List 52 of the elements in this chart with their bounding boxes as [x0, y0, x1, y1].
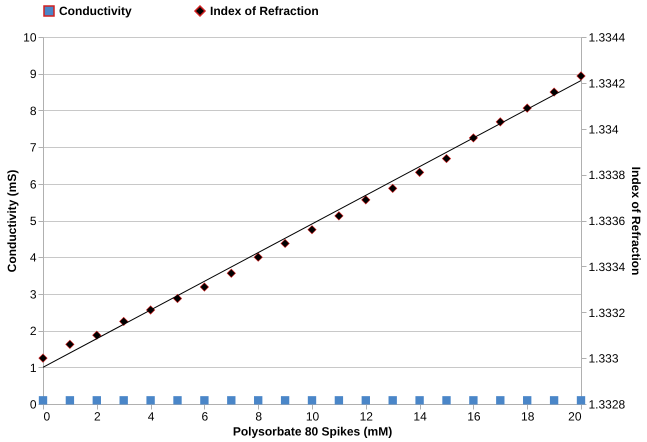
- y-tick-label: 10: [23, 30, 37, 44]
- y-tick-label: 4: [30, 250, 37, 265]
- legend-label: Index of Refraction: [210, 4, 319, 18]
- y-axis-title: Conductivity (mS): [5, 170, 20, 272]
- point: [576, 72, 586, 80]
- x-tick-label: 6: [202, 410, 209, 424]
- x-tick-label: 8: [255, 410, 262, 424]
- y-tick-label: 8: [30, 104, 37, 118]
- y2-axis-title: Index of Refraction: [629, 166, 644, 276]
- x-tick-label: 2: [94, 410, 101, 424]
- x-tick-label: 14: [413, 410, 428, 424]
- x-tick-label: 12: [360, 410, 374, 424]
- y2-tick-label: 1.3338: [588, 168, 626, 182]
- point: [173, 294, 182, 303]
- point: [550, 88, 559, 97]
- point: [254, 252, 263, 262]
- y2-tick-label: 1.3342: [588, 76, 626, 90]
- point: [280, 238, 290, 248]
- y2-tick-label: 1.334: [588, 122, 619, 136]
- x-axis-title: Polysorbate 80 Spikes (mM): [232, 424, 392, 438]
- point: [92, 330, 102, 340]
- point: [415, 168, 424, 177]
- y-tick-label: 0: [30, 398, 37, 412]
- point: [388, 184, 398, 193]
- point: [442, 154, 451, 164]
- y2-tick-label: 1.333: [588, 352, 619, 366]
- y2-tick-label: 1.3332: [588, 306, 626, 320]
- point: [200, 282, 209, 292]
- y-tick-label: 7: [30, 140, 37, 155]
- x-tick-label: 10: [306, 410, 320, 424]
- x-tick-label: 16: [467, 410, 481, 424]
- x-tick-label: 18: [521, 410, 535, 424]
- y-tick-label: 3: [30, 287, 37, 302]
- legend-label: Conductivity: [59, 4, 132, 18]
- y2-tick-label: 1.3336: [588, 214, 626, 228]
- y-tick-label: 5: [30, 214, 37, 228]
- point: [334, 211, 344, 220]
- y2-tick-label: 1.3334: [588, 260, 626, 274]
- point: [65, 340, 74, 349]
- y2-tick-label: 1.3328: [588, 398, 626, 412]
- x-tick-label: 0: [44, 410, 50, 424]
- point: [38, 354, 48, 363]
- y-tick-label: 1: [30, 360, 37, 375]
- x-tick-label: 20: [568, 410, 582, 424]
- y2-tick-label: 1.3344: [588, 30, 626, 44]
- point: [361, 195, 370, 204]
- point: [308, 225, 316, 234]
- y-tick-label: 6: [30, 177, 37, 192]
- x-tick-label: 4: [148, 410, 155, 424]
- y-tick-label: 2: [30, 324, 37, 338]
- point: [226, 268, 236, 278]
- y-tick-label: 9: [30, 67, 37, 82]
